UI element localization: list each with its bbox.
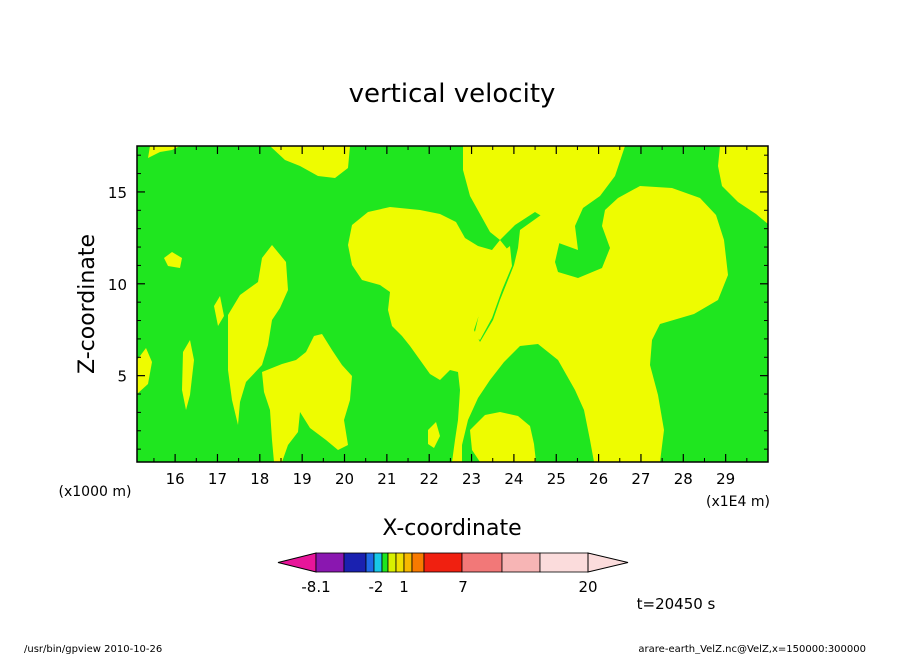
colorbar-segment	[403, 552, 413, 573]
y-axis: 5 10 15	[108, 154, 768, 450]
updraft-column-left	[228, 245, 288, 425]
x-tick-label: 23	[462, 470, 481, 488]
y-tick-label: 10	[108, 276, 127, 294]
updraft-region-center	[348, 186, 728, 462]
x-tick-label: 18	[250, 470, 269, 488]
contour-field	[137, 146, 768, 462]
colorbar-segment	[365, 552, 375, 573]
colorbar-segment	[315, 552, 345, 573]
colorbar-segment	[381, 552, 389, 573]
x-tick-label: 19	[293, 470, 312, 488]
colorbar-tick-label: 20	[578, 578, 597, 596]
x-tick-label: 28	[674, 470, 693, 488]
colorbar	[277, 552, 629, 573]
x-tick-label: 21	[377, 470, 396, 488]
x-tick-label: 22	[420, 470, 439, 488]
colorbar-segment	[373, 552, 383, 573]
x-tick-label: 29	[716, 470, 735, 488]
colorbar-segment	[539, 552, 589, 573]
updraft-streak-1	[182, 340, 194, 410]
colorbar-tick-label: 7	[458, 578, 468, 596]
colorbar-labels: -8.1 -2 1 7 20	[301, 578, 597, 596]
x-axis: 16 17 18 19 20 21 22 23 24 25 26 27 28 29	[153, 146, 748, 488]
x-axis-title: X-coordinate	[382, 516, 521, 541]
updraft-streak-4	[474, 246, 512, 340]
x-tick-label: 16	[166, 470, 185, 488]
colorbar-segment	[461, 552, 503, 573]
updraft-streak-3	[214, 296, 224, 326]
y-unit-label: (x1000 m)	[59, 484, 132, 500]
y-tick-label: 5	[117, 368, 127, 386]
updraft-region-top-left	[137, 146, 180, 158]
colorbar-tick-label: -2	[369, 578, 384, 596]
x-tick-label: 27	[631, 470, 650, 488]
colorbar-tick-label: -8.1	[301, 578, 330, 596]
colorbar-segment	[423, 552, 463, 573]
plot-frame	[136, 145, 769, 463]
x-unit-label: (x1E4 m)	[706, 494, 770, 510]
updraft-region-far-right	[718, 146, 768, 224]
colorbar-segment	[411, 552, 425, 573]
colorbar-segment	[387, 552, 397, 573]
updraft-region-top-mid	[270, 146, 350, 178]
updraft-column-bottom	[470, 412, 536, 462]
colorbar-segment	[501, 552, 541, 573]
x-tick-label: 20	[335, 470, 354, 488]
colorbar-segment	[343, 552, 367, 573]
footer-left: /usr/bin/gpview 2010-10-26	[24, 644, 162, 654]
x-tick-label: 24	[504, 470, 523, 488]
updraft-streak-2	[137, 348, 152, 394]
updraft-column-bottom-mid	[262, 334, 352, 462]
x-tick-label: 17	[208, 470, 227, 488]
colorbar-tick-label: 1	[399, 578, 409, 596]
x-tick-label: 25	[547, 470, 566, 488]
updraft-blob-2	[428, 422, 440, 448]
chart-title: vertical velocity	[349, 79, 556, 109]
time-label: t=20450 s	[637, 595, 716, 613]
y-axis-title: Z-coordinate	[75, 234, 100, 374]
updraft-region-top-right	[463, 146, 625, 250]
y-tick-label: 15	[108, 184, 127, 202]
x-tick-label: 26	[589, 470, 608, 488]
footer-right: arare-earth_VelZ.nc@VelZ,x=150000:300000	[638, 644, 866, 654]
colorbar-arrow-left	[277, 552, 317, 573]
colorbar-segment	[395, 552, 405, 573]
colorbar-arrow-right	[587, 552, 629, 573]
updraft-blob-1	[164, 252, 182, 268]
